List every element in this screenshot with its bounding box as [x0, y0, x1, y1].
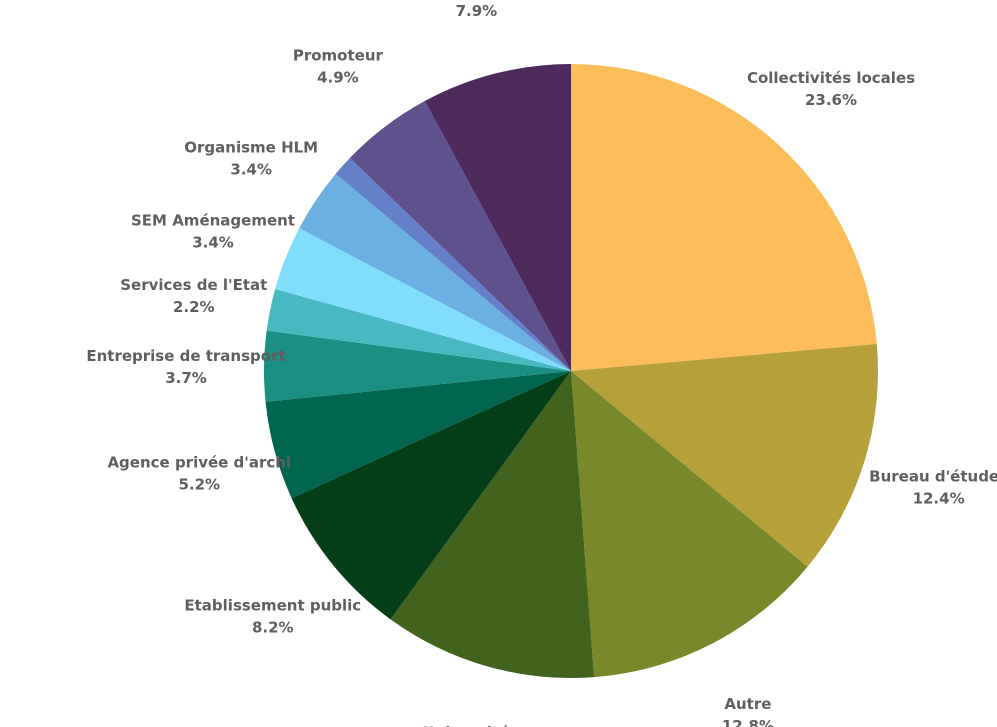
pie-slice-services-de-l-etat: [266, 289, 571, 371]
pie-slice-autre: [571, 371, 808, 678]
pie-value-organisme-hlm: 3.4%: [230, 161, 272, 179]
pie-label-bureau-d-etudes: Bureau d'études: [869, 467, 997, 485]
pie-value-promoteur: 4.9%: [317, 69, 359, 87]
pie-slice-association: [424, 63, 571, 371]
pie-slice-etablissement-public: [291, 371, 571, 620]
pie-slice-universite: [390, 371, 595, 679]
pie-slice-bureau-d-etudes: [571, 344, 878, 567]
pie-slice-organisme-hlm: [299, 173, 571, 371]
pie-value-services-de-l-etat: 2.2%: [173, 298, 215, 316]
pie-label-promoteur: Promoteur: [293, 47, 384, 65]
pie-slice-agence-privee-d-archi: [265, 371, 571, 499]
pie-slice-entreprise-de-transport: [264, 330, 571, 402]
pie-value-agence-privee-d-archi: 5.2%: [178, 475, 220, 493]
pie-label-sem-amenagement: SEM Aménagement: [131, 211, 295, 229]
pie-value-collectivites-locales: 23.6%: [805, 91, 857, 109]
pie-label-organisme-hlm: Organisme HLM: [184, 139, 318, 157]
pie-value-etablissement-public: 8.2%: [252, 619, 294, 637]
pie-label-collectivites-locales: Collectivités locales: [747, 69, 915, 87]
pie-value-association: 7.9%: [456, 2, 498, 20]
pie-label-entreprise-de-transport: Entreprise de transport: [86, 347, 285, 365]
pie-slice-collectivites-locales: [571, 64, 877, 371]
pie-label-services-de-l-etat: Services de l'Etat: [120, 276, 267, 294]
pie-label-autre: Autre: [724, 695, 771, 713]
pie-labels: Collectivités locales 23.6% Bureau d'étude…: [86, 2, 997, 727]
pie-slices: [264, 63, 878, 679]
pie-value-bureau-d-etudes: 12.4%: [913, 489, 965, 507]
pie-label-agence-privee-d-archi: Agence privée d'archi: [107, 453, 291, 471]
pie-value-autre: 12.8%: [722, 717, 774, 727]
pie-value-entreprise-de-transport: 3.7%: [165, 369, 207, 387]
pie-value-sem-amenagement: 3.4%: [192, 233, 234, 251]
pie-label-etablissement-public: Etablissement public: [184, 597, 361, 615]
pie-slice-promoteur: [349, 101, 571, 372]
pie-slice-unlabeled-10: [335, 158, 571, 371]
pie-label-universite: Université: [423, 723, 510, 727]
pie-slice-sem-amenagement: [275, 228, 571, 371]
